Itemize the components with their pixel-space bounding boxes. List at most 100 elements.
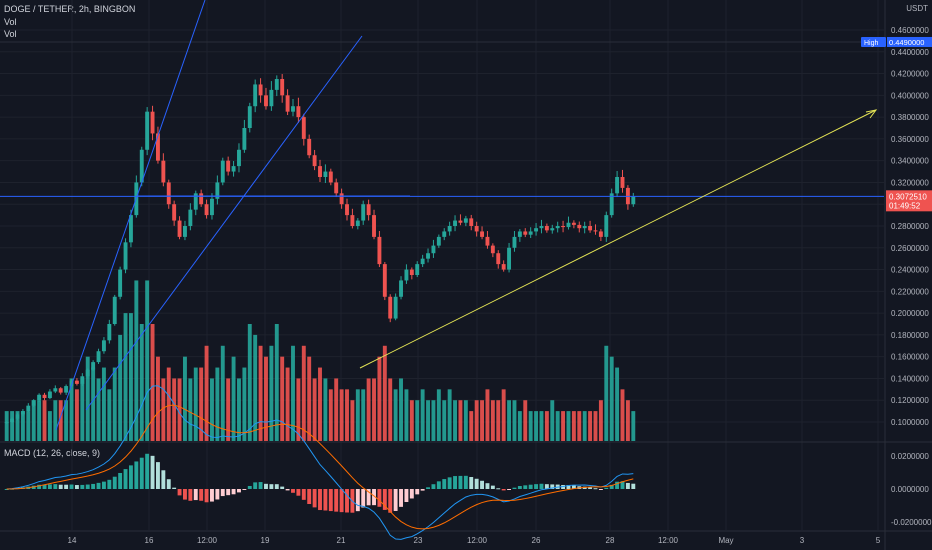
countdown: 01:49:52 <box>889 201 921 210</box>
candle-body <box>593 230 598 232</box>
volume-bar <box>15 411 20 441</box>
volume-bar <box>598 400 603 441</box>
candle-body <box>247 106 252 128</box>
macd-histogram-bar <box>258 482 263 489</box>
candle-body <box>166 182 171 205</box>
candles <box>4 74 636 424</box>
macd-histogram-bar <box>237 489 241 493</box>
macd-histogram-bar <box>485 483 490 489</box>
volume-bar <box>604 345 609 441</box>
volume-bar <box>91 367 96 441</box>
volume-bar <box>420 389 425 441</box>
macd-histogram-bar <box>393 489 398 511</box>
candle-body <box>366 204 371 216</box>
volume-bar <box>345 389 349 441</box>
candle-body <box>442 231 447 237</box>
candle-body <box>334 182 339 194</box>
candle-body <box>4 422 9 424</box>
time-tick: 21 <box>337 536 346 545</box>
macd-histogram-bar <box>566 485 571 489</box>
signal-line <box>6 404 634 530</box>
macd-histogram-bar <box>172 487 177 489</box>
macd-histogram-bar <box>274 484 279 489</box>
macd-histogram-bar <box>118 472 123 489</box>
macd-histogram-bar <box>199 489 204 501</box>
price-tick: 0.4200000 <box>891 70 929 79</box>
last-price: 0.3072510 <box>889 192 927 201</box>
candle-body <box>604 215 609 237</box>
macd-histogram-bar <box>436 481 441 489</box>
macd-histogram-bar <box>264 483 268 489</box>
macd-histogram-bar <box>220 489 225 497</box>
macd-histogram-bar <box>571 485 576 489</box>
candle-body <box>74 380 79 384</box>
volume-bars <box>4 280 636 441</box>
candle-body <box>312 155 317 167</box>
volume-bar <box>231 356 236 441</box>
volume-bar <box>334 378 339 441</box>
macd-histogram-bar <box>193 489 198 501</box>
time-tick: 12:00 <box>467 536 488 545</box>
volume-bar <box>53 400 58 441</box>
macd-histogram-bar <box>382 489 387 510</box>
macd-histogram-bar <box>69 484 74 489</box>
trendline-blue <box>85 35 363 411</box>
candle-body <box>345 204 349 216</box>
price-tick: 0.1800000 <box>891 331 929 340</box>
macd-histogram-bar <box>215 489 220 500</box>
candle-body <box>399 280 403 297</box>
volume-bar <box>561 411 566 441</box>
candle-body <box>53 388 58 392</box>
volume-bar <box>355 389 360 441</box>
candle-body <box>285 95 290 112</box>
macd-histogram-bar <box>269 484 274 489</box>
candle-body <box>26 405 31 412</box>
volume-legend-1[interactable]: Vol <box>4 17 17 27</box>
macd-histogram-bar <box>507 489 512 490</box>
macd-histogram-bar <box>107 479 112 489</box>
candle-body <box>431 245 436 254</box>
candle-body <box>139 149 144 183</box>
volume-bar <box>193 367 198 441</box>
candle-body <box>474 226 479 232</box>
volume-bar <box>301 345 306 441</box>
candle-body <box>58 388 63 393</box>
volume-bar <box>285 367 290 441</box>
candle-body <box>615 177 620 194</box>
candle-body <box>20 411 25 415</box>
time-tick: 5 <box>876 536 881 545</box>
macd-legend[interactable]: MACD (12, 26, close, 9) <box>4 448 101 458</box>
candle-body <box>226 160 231 172</box>
volume-bar <box>517 411 522 441</box>
price-tick: 0.1600000 <box>891 353 929 362</box>
macd-histogram-bar <box>598 489 603 490</box>
candle-body <box>393 296 398 319</box>
macd-histogram-bar <box>96 482 101 489</box>
price-tick: 0.2200000 <box>891 287 929 296</box>
macd-histogram-bar <box>615 481 620 489</box>
candle-body <box>253 84 258 107</box>
drawing-tools[interactable] <box>0 0 884 431</box>
macd-histogram-bar <box>544 484 549 489</box>
high-tag <box>861 36 886 47</box>
volume-bar <box>264 356 268 441</box>
volume-bar <box>58 400 63 441</box>
macd-histogram-bar <box>339 489 344 513</box>
candle-body <box>258 84 263 96</box>
candle-body <box>274 79 279 90</box>
price-tick: 0.1200000 <box>891 396 929 405</box>
macd-line <box>6 385 634 540</box>
symbol-title[interactable]: DOGE / TETHER, 2h, BINGBON <box>4 4 136 14</box>
candle-body <box>112 296 117 324</box>
volume-bar <box>453 400 457 441</box>
volume-bar <box>523 400 528 441</box>
macd-histogram-bar <box>490 485 495 489</box>
volume-legend-2[interactable]: Vol <box>4 29 17 39</box>
candle-body <box>534 228 539 232</box>
macd-histogram-bar <box>323 489 328 511</box>
macd-histogram-bar <box>53 484 58 489</box>
macd-histogram-bar <box>404 489 409 503</box>
axes: USDT 0.4600000 0.4400000 0.4200000 0.4000000… <box>68 4 932 545</box>
macd-histogram-bar <box>42 484 47 489</box>
